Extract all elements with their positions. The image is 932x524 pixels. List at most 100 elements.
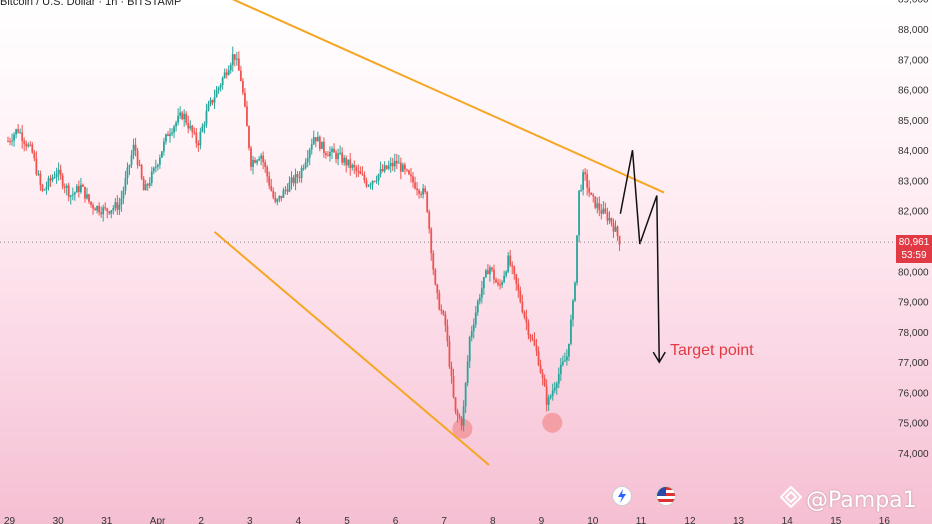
candle-body — [51, 177, 54, 181]
candle-body — [223, 72, 226, 78]
candle-body — [412, 176, 414, 183]
candle-body — [464, 382, 467, 407]
candle-body — [438, 293, 441, 310]
candle-body — [61, 175, 64, 187]
flag-icon[interactable] — [656, 486, 676, 506]
candle-body — [578, 190, 580, 236]
candle-body — [521, 301, 524, 312]
chart-title: Bitcoin / U.S. Dollar · 1h · BITSTAMP — [0, 0, 182, 8]
candle-body — [327, 155, 329, 157]
candle-body — [138, 164, 141, 166]
low-marker — [542, 412, 563, 433]
candle-body — [434, 269, 437, 285]
candle-body — [246, 106, 248, 127]
candle-body — [557, 373, 560, 384]
candle-body — [331, 148, 333, 152]
candle-body — [333, 148, 335, 153]
candle-body — [519, 290, 522, 302]
candle-body — [454, 397, 457, 412]
x-tick-label: 5 — [344, 516, 350, 524]
candle-body — [150, 171, 153, 184]
candle-body — [82, 184, 84, 187]
candle-body — [158, 157, 161, 165]
candle-body — [270, 185, 273, 191]
candle-body — [120, 198, 123, 205]
candle-body — [31, 144, 34, 153]
candle-body — [45, 186, 48, 190]
candle-body — [300, 167, 303, 178]
y-tick-label: 74,000 — [898, 449, 929, 460]
candle-body — [280, 195, 283, 198]
candle-body — [424, 188, 427, 192]
candle-body — [39, 173, 42, 185]
x-tick-label: 7 — [441, 516, 447, 524]
candle-body — [509, 255, 512, 265]
candle-body — [298, 177, 301, 179]
candle-body — [568, 343, 570, 357]
candle-body — [161, 151, 163, 158]
candle-body — [485, 270, 487, 278]
candle-body — [286, 189, 289, 192]
candle-body — [248, 126, 250, 148]
candle-body — [511, 264, 514, 267]
candle-body — [71, 194, 74, 196]
candle-body — [197, 143, 200, 146]
x-tick-label: 13 — [733, 516, 745, 524]
projection-arrowhead — [652, 351, 666, 364]
candle-body — [100, 212, 103, 215]
candle-body — [231, 54, 234, 65]
candle-body — [156, 164, 159, 167]
lightning-icon[interactable] — [612, 486, 632, 506]
candle-body — [118, 204, 121, 210]
candle-body — [436, 284, 439, 294]
candle-body — [148, 183, 151, 186]
candle-body — [67, 185, 70, 197]
candle-body — [452, 376, 455, 398]
candle-body — [387, 165, 390, 169]
watermark: @Pampa1 — [779, 485, 917, 514]
candle-body — [11, 140, 13, 142]
candle-body — [422, 188, 425, 195]
candle-body — [446, 325, 449, 342]
candle-body — [55, 173, 58, 178]
candle-body — [108, 211, 111, 214]
candle-body — [418, 190, 420, 194]
candle-body — [391, 162, 394, 167]
candle-body — [227, 70, 230, 75]
y-tick-label: 79,000 — [898, 298, 929, 309]
candle-body — [15, 129, 17, 135]
watermark-text: @Pampa1 — [806, 487, 917, 513]
candle-body — [165, 134, 167, 142]
candle-body — [505, 271, 508, 276]
candle-body — [369, 184, 372, 186]
candle-body — [497, 282, 499, 285]
candle-body — [122, 190, 125, 199]
candle-body — [563, 360, 566, 362]
candle-body — [448, 341, 451, 367]
candle-body — [371, 181, 374, 185]
candle-body — [221, 77, 224, 86]
candle-body — [543, 377, 546, 387]
candle-body — [308, 149, 311, 158]
candle-body — [90, 201, 92, 205]
candle-body — [588, 187, 591, 193]
candle-body — [523, 311, 526, 317]
y-tick-label: 77,000 — [898, 358, 929, 369]
candle-body — [442, 311, 445, 315]
candle-body — [235, 58, 238, 60]
candle-body — [397, 162, 400, 164]
trendline-upper — [231, 0, 665, 194]
candle-body — [35, 158, 38, 175]
candle-body — [169, 133, 171, 136]
candle-body — [389, 162, 392, 166]
candle-body — [183, 113, 186, 120]
candle-body — [312, 137, 315, 145]
candle-body — [430, 228, 433, 254]
candle-body — [539, 365, 542, 373]
candle-body — [590, 192, 593, 195]
candle-body — [167, 134, 169, 136]
candle-body — [495, 279, 497, 283]
x-tick-label: 15 — [830, 516, 842, 524]
candle-body — [570, 319, 572, 344]
